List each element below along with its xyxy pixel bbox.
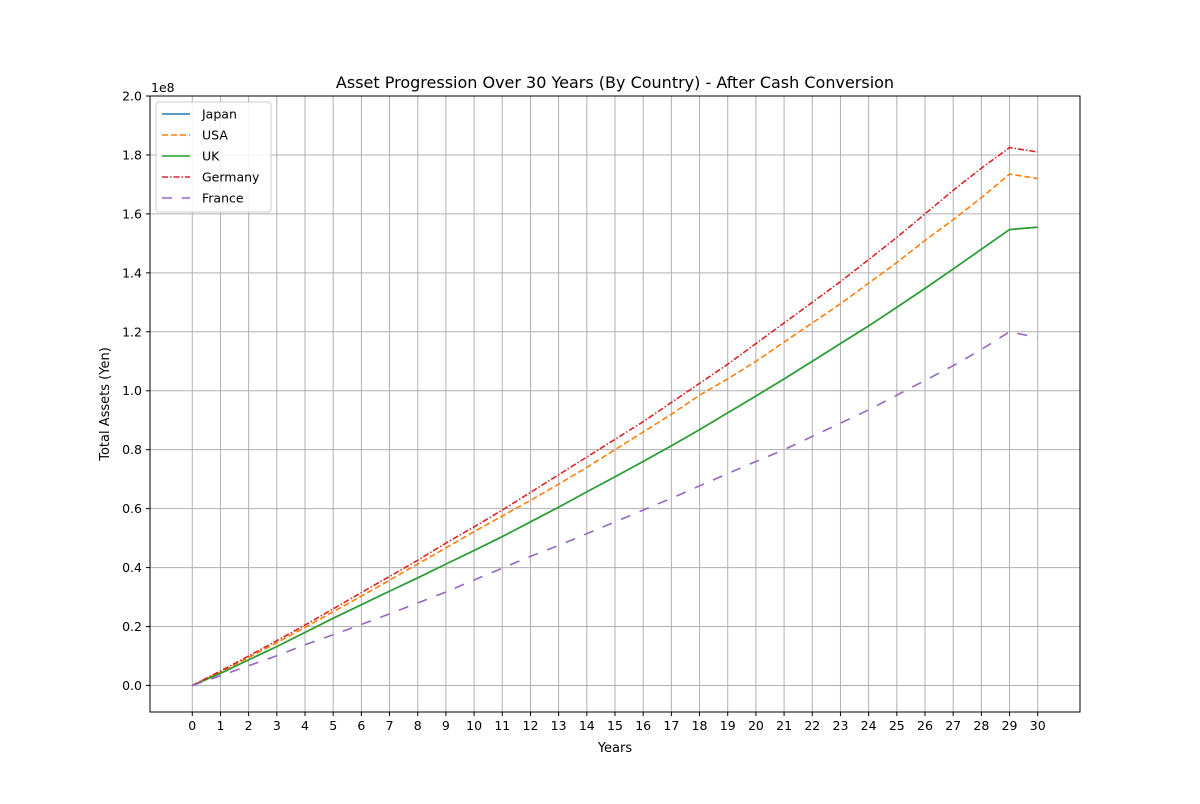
x-tick-label: 14 [579, 718, 595, 733]
x-tick-label: 4 [301, 718, 309, 733]
y-tick-label: 1.2 [122, 324, 142, 339]
legend-label-france: France [202, 191, 244, 206]
series-line-germany [191, 146, 1038, 687]
x-tick-label: 7 [386, 718, 394, 733]
y-axis-ticks: 0.0 0.2 0.4 0.6 0.8 1.0 1.2 1.4 1.6 1.8 2.0 [122, 89, 150, 693]
y-tick-label: 0.2 [122, 619, 142, 634]
y-tick-label: 0.0 [122, 678, 142, 693]
y-axis-offset-label: 1e8 [151, 80, 175, 95]
legend-items: Japan USA UK Germany France [162, 107, 260, 206]
y-tick-label: 1.4 [122, 265, 142, 280]
y-axis-label: Total Assets (Yen) [98, 347, 113, 462]
y-tick-label: 1.0 [122, 383, 142, 398]
legend-label-uk: UK [202, 149, 220, 164]
series-lines [191, 146, 1038, 687]
x-axis-ticks: 0 1 2 3 4 5 6 7 8 9 10 11 12 13 14 15 16 17 18 19 20 21 22 23 24… [188, 712, 1046, 733]
x-tick-label: 1 [216, 718, 224, 733]
x-tick-label: 11 [494, 718, 510, 733]
x-tick-label: 23 [833, 718, 849, 733]
x-tick-label: 2 [245, 718, 253, 733]
x-tick-label: 12 [523, 718, 539, 733]
x-axis-label: Years [597, 741, 633, 756]
y-tick-label: 0.4 [122, 560, 142, 575]
x-tick-label: 15 [607, 718, 623, 733]
x-tick-label: 0 [188, 718, 196, 733]
x-tick-label: 17 [663, 718, 679, 733]
y-tick-label: 0.8 [122, 442, 142, 457]
x-tick-label: 27 [945, 718, 961, 733]
x-tick-label: 13 [551, 718, 567, 733]
series-line-france [192, 330, 1038, 687]
x-tick-label: 26 [917, 718, 933, 733]
legend-label-japan: Japan [201, 107, 237, 122]
legend-label-germany: Germany [202, 170, 260, 185]
series-line-uk [191, 226, 1038, 687]
x-tick-label: 29 [1002, 718, 1018, 733]
x-tick-label: 8 [414, 718, 422, 733]
x-tick-label: 30 [1030, 718, 1046, 733]
y-tick-label: 2.0 [122, 89, 142, 104]
x-tick-label: 28 [973, 718, 989, 733]
y-tick-label: 0.6 [122, 501, 142, 516]
legend-label-usa: USA [202, 128, 228, 143]
chart-title: Asset Progression Over 30 Years (By Coun… [336, 73, 894, 92]
x-tick-label: 18 [692, 718, 708, 733]
x-tick-label: 9 [442, 718, 450, 733]
x-tick-label: 21 [776, 718, 792, 733]
x-tick-label: 20 [748, 718, 764, 733]
legend-box [155, 101, 272, 213]
x-tick-label: 3 [273, 718, 281, 733]
grid-lines [150, 95, 1080, 712]
x-tick-label: 6 [357, 718, 365, 733]
y-tick-label: 1.8 [122, 147, 142, 162]
x-tick-label: 16 [635, 718, 651, 733]
x-tick-label: 5 [329, 718, 337, 733]
x-tick-label: 10 [466, 718, 482, 733]
x-tick-label: 25 [889, 718, 905, 733]
x-tick-label: 24 [861, 718, 877, 733]
x-tick-label: 19 [720, 718, 736, 733]
y-tick-label: 1.6 [122, 206, 142, 221]
series-line-usa [191, 173, 1038, 687]
x-tick-label: 22 [804, 718, 820, 733]
legend: Japan USA UK Germany France [155, 101, 272, 213]
